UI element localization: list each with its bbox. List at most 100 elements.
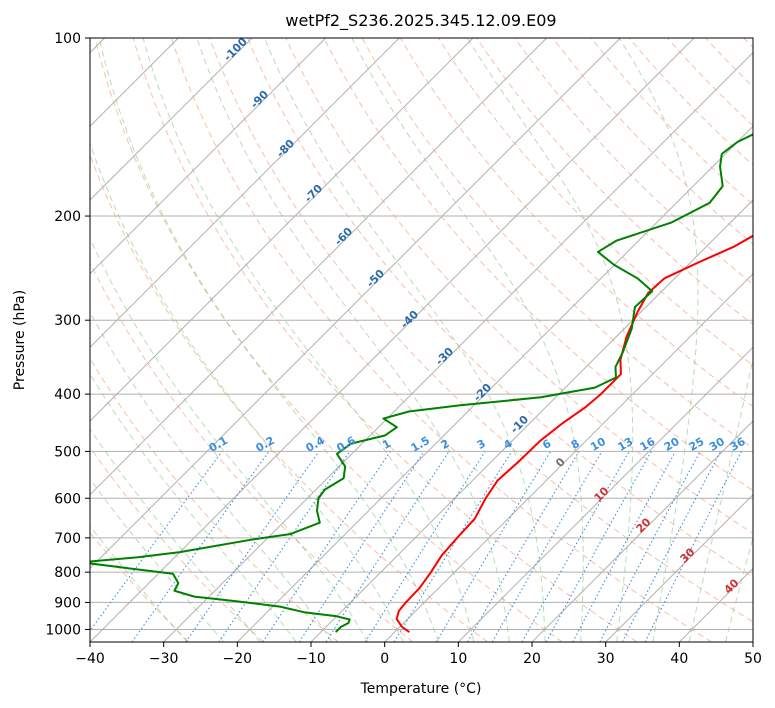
x-tick-label: 40: [670, 651, 688, 667]
moist-adiabat-line: [196, 38, 510, 642]
dry-adiabat-line: [628, 38, 753, 166]
mixing-ratio-line: [644, 451, 742, 642]
dry-adiabat-line: [476, 38, 753, 326]
x-tick-label: 30: [597, 651, 615, 667]
isotherm-line: [236, 125, 753, 642]
dry-adiabat-label: -90: [248, 88, 271, 111]
moist-adiabat-label: 40: [722, 576, 742, 596]
dry-adiabat-line: [90, 531, 190, 642]
x-tick-label: −20: [223, 651, 253, 667]
isotherm-line: [163, 51, 753, 642]
y-tick-label: 1000: [45, 622, 81, 638]
dry-adiabat-label: -30: [433, 345, 456, 368]
dry-adiabat-line: [170, 38, 712, 642]
plot-frame: [89, 37, 754, 643]
moist-adiabat-line: [90, 525, 188, 642]
dry-adiabat-label: -80: [274, 137, 297, 160]
dry-adiabat-line: [514, 38, 753, 285]
chart-title: wetPf2_S236.2025.345.12.09.E09: [285, 11, 556, 31]
dry-adiabat-label: -70: [302, 182, 325, 205]
dry-adiabat-line: [399, 38, 753, 408]
dry-adiabat-line: [361, 38, 753, 449]
y-tick-label: 300: [54, 313, 81, 329]
moist-adiabat-line: [90, 237, 369, 642]
mixing-ratio-line: [621, 451, 722, 642]
isotherm-line: [90, 38, 327, 275]
dry-adiabat-label: -100: [221, 35, 250, 64]
dry-adiabat-line: [743, 38, 753, 49]
moist-adiabat-line: [90, 373, 297, 642]
y-tick-label: 100: [54, 31, 81, 47]
dry-adiabat-line: [132, 38, 638, 642]
mixing-ratio-line: [545, 451, 652, 642]
dry-adiabat-label: -60: [332, 225, 355, 248]
mixing-ratio-line: [572, 451, 677, 642]
moist-adiabat-line: [90, 141, 404, 642]
y-tick-label: 700: [54, 531, 81, 547]
y-tick-label: 600: [54, 491, 81, 507]
isotherm-line: [90, 38, 474, 422]
moist-adiabat-line: [90, 478, 225, 642]
y-tick-label: 800: [54, 565, 81, 581]
isotherm-line: [384, 272, 753, 642]
moist-adiabat-line: [90, 310, 333, 642]
moist-adiabat-line: [351, 38, 584, 642]
moist-adiabat-line: [264, 38, 546, 642]
dry-adiabat-line: [90, 446, 264, 642]
dry-adiabat-line: [209, 38, 753, 623]
isotherm-line: [90, 38, 621, 570]
isotherm-line: [90, 38, 253, 201]
dry-adiabat-line: [590, 38, 753, 206]
mixing-ratio-line: [90, 451, 223, 632]
temperature-profile-line: [395, 234, 753, 633]
mixing-ratio-line: [435, 451, 552, 642]
isotherm-line: [605, 493, 753, 642]
mixing-ratio-line: [298, 451, 425, 642]
moist-adiabat-line: [725, 535, 753, 642]
moist-adiabat-label: 20: [634, 515, 654, 535]
dewpoint-profile-line: [90, 133, 753, 633]
mixing-ratio-label: 2: [439, 437, 452, 452]
isotherm-line: [90, 38, 400, 349]
mixing-ratio-line: [364, 451, 486, 642]
dry-adiabat-line: [90, 261, 414, 642]
dry-adiabat-line: [90, 357, 339, 642]
isotherm-line: [90, 38, 695, 642]
x-axis-label: Temperature (°C): [360, 681, 482, 697]
dry-adiabat-line: [247, 38, 753, 578]
isotherm-line: [310, 199, 753, 642]
mixing-ratio-line: [521, 451, 630, 642]
moist-adiabat-line: [688, 356, 753, 642]
moist-adiabat-label: 30: [678, 545, 698, 565]
dry-adiabat-label: -10: [508, 413, 531, 436]
mixing-ratio-label: 3: [475, 437, 488, 452]
x-tick-label: 50: [744, 651, 762, 667]
isotherm-line: [531, 420, 753, 642]
isotherm-line: [457, 346, 753, 642]
x-tick-label: −40: [75, 651, 105, 667]
dry-adiabat-line: [705, 38, 753, 88]
moist-adiabat-line: [90, 427, 261, 642]
mixing-ratio-line: [325, 451, 450, 642]
x-tick-label: 10: [449, 651, 467, 667]
x-tick-label: 0: [380, 651, 389, 667]
moist-adiabat-label: 0: [553, 455, 568, 470]
isotherm-line: [752, 641, 753, 642]
y-axis-label: Pressure (hPa): [12, 290, 28, 390]
dry-adiabat-label: -40: [398, 308, 421, 331]
x-tick-label: 20: [523, 651, 541, 667]
dry-adiabat-line: [438, 38, 753, 366]
dry-adiabat-label: -20: [471, 381, 494, 404]
x-tick-label: −30: [149, 651, 179, 667]
y-tick-label: 500: [54, 444, 81, 460]
y-tick-label: 900: [54, 595, 81, 611]
moist-adiabat-line: [142, 38, 475, 642]
mixing-ratio-label: 6: [540, 437, 553, 452]
mixing-ratio-label: 1: [380, 437, 393, 452]
dry-adiabat-line: [552, 38, 753, 245]
mixing-ratio-line: [218, 451, 351, 642]
y-tick-label: 400: [54, 387, 81, 403]
mixing-ratio-line: [185, 451, 320, 642]
isotherm-line: [90, 38, 548, 496]
